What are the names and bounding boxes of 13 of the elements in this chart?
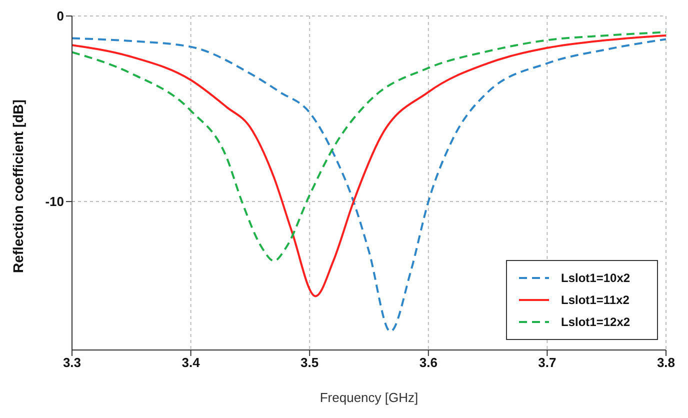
legend-label: Lslot1=11x2	[561, 293, 630, 307]
y-tick-label: 0	[56, 8, 64, 24]
x-tick-label: 3.6	[419, 355, 438, 370]
x-tick-label: 3.3	[62, 355, 82, 370]
x-tick-label: 3.7	[538, 355, 556, 370]
x-tick-label: 3.5	[300, 355, 319, 370]
legend-label: Lslot1=10x2	[561, 271, 630, 285]
x-axis-title: Frequency [GHz]	[320, 390, 418, 405]
x-tick-label: 3.8	[656, 355, 676, 370]
legend-label: Lslot1=12x2	[561, 315, 630, 329]
y-axis-title: Reflection coefficient [dB]	[10, 100, 26, 273]
y-tick-label: -10	[45, 194, 64, 210]
x-tick-label: 3.4	[182, 355, 201, 370]
